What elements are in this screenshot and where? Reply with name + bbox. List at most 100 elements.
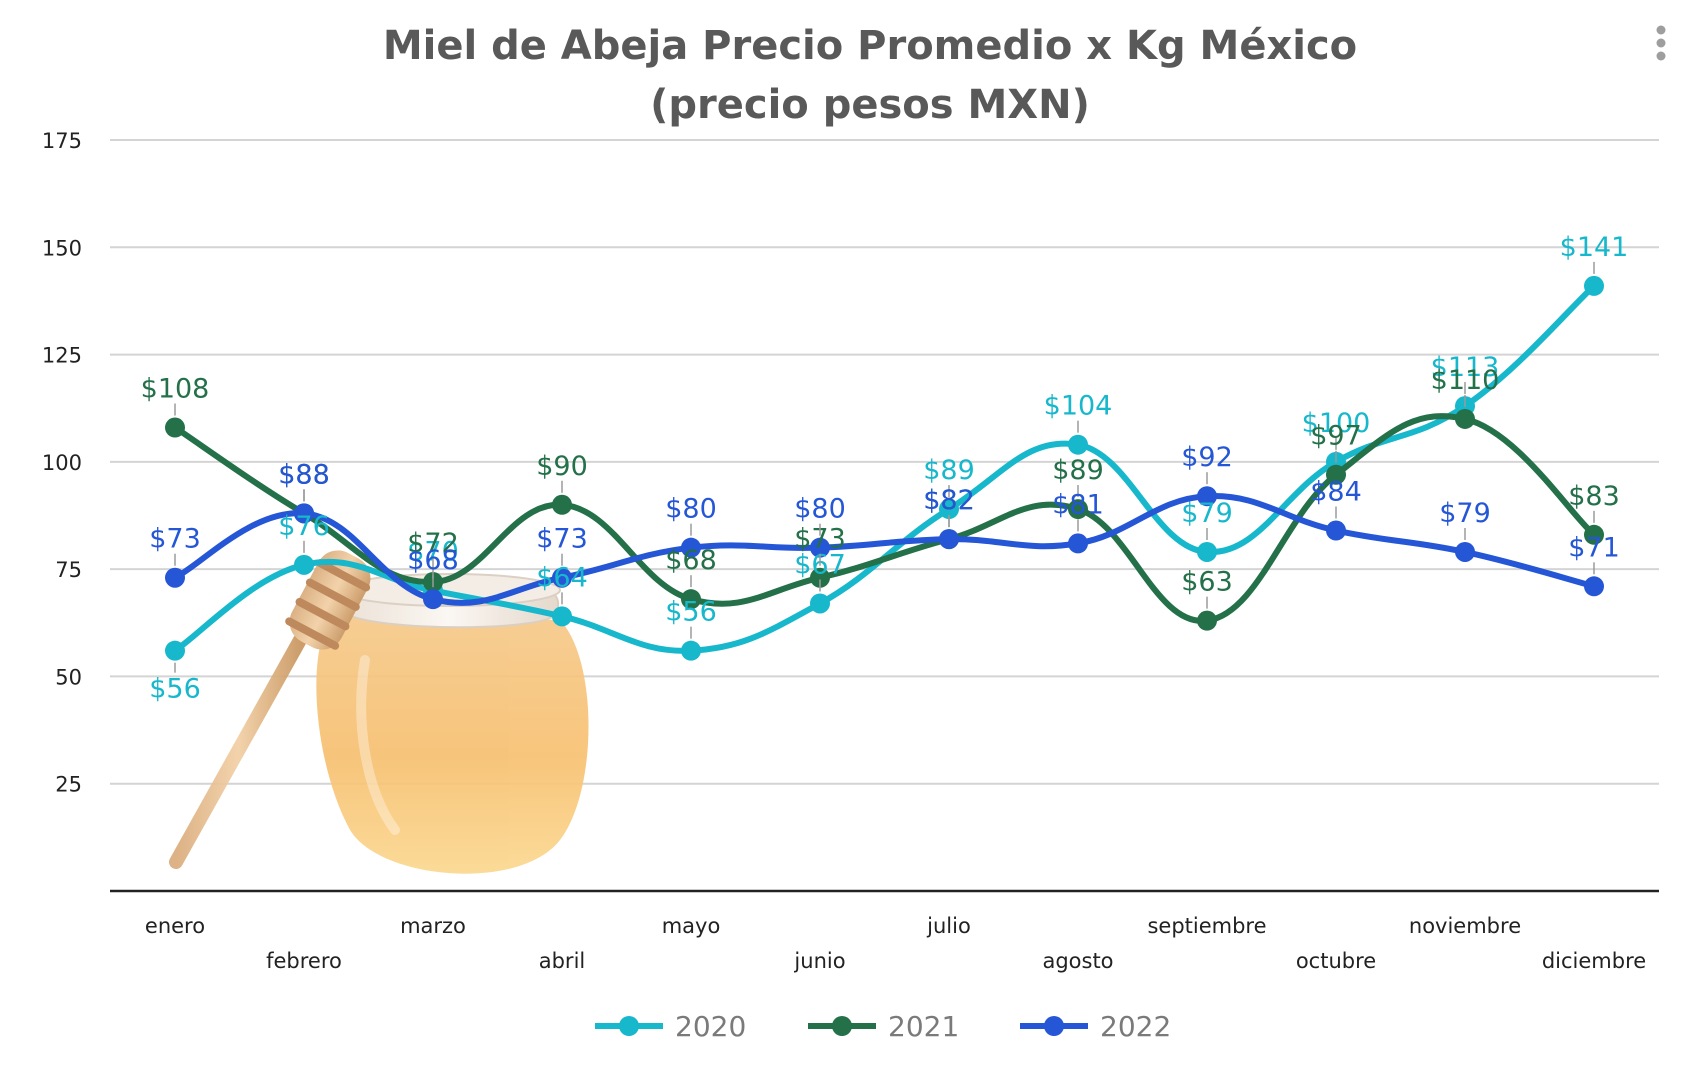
x-tick-label: agosto bbox=[1042, 949, 1113, 973]
chart-title: Miel de Abeja Precio Promedio x Kg Méxic… bbox=[383, 23, 1357, 69]
kebab-menu-icon[interactable] bbox=[1646, 20, 1676, 66]
data-point[interactable] bbox=[810, 537, 830, 558]
data-point[interactable] bbox=[1197, 486, 1217, 507]
data-point[interactable] bbox=[681, 640, 701, 661]
data-point[interactable] bbox=[1068, 499, 1088, 520]
legend-item-2021[interactable]: 2021 bbox=[808, 1010, 959, 1043]
data-label: $90 bbox=[536, 451, 588, 482]
y-tick-label: 100 bbox=[42, 451, 82, 475]
x-tick-label: abril bbox=[539, 949, 586, 973]
data-label: $88 bbox=[278, 459, 330, 490]
x-tick-label: enero bbox=[145, 914, 205, 938]
data-point[interactable] bbox=[1584, 576, 1604, 597]
data-point[interactable] bbox=[1455, 408, 1475, 429]
data-label: $56 bbox=[149, 674, 201, 705]
data-label: $80 bbox=[665, 494, 717, 525]
data-point[interactable] bbox=[1584, 524, 1604, 545]
x-tick-label: julio bbox=[926, 914, 971, 938]
data-label: $82 bbox=[923, 485, 975, 516]
data-label: $88 bbox=[278, 459, 330, 490]
data-label: $84 bbox=[1310, 477, 1362, 508]
data-point[interactable] bbox=[165, 417, 185, 438]
data-label: $108 bbox=[141, 374, 210, 405]
legend-swatch-dot bbox=[832, 1016, 852, 1036]
data-label: $68 bbox=[407, 545, 459, 576]
data-label: $79 bbox=[1439, 498, 1491, 529]
data-label: $73 bbox=[149, 524, 201, 555]
data-label: $110 bbox=[1431, 365, 1500, 396]
y-tick-label: 50 bbox=[55, 665, 82, 689]
data-label: $71 bbox=[1568, 532, 1620, 563]
data-point[interactable] bbox=[1068, 533, 1088, 554]
y-tick-label: 25 bbox=[55, 773, 82, 797]
legend-label: 2020 bbox=[675, 1010, 746, 1043]
gridlines: 25 50 75 100 125 150 175 bbox=[42, 129, 1659, 797]
data-point[interactable] bbox=[1068, 434, 1088, 455]
data-point[interactable] bbox=[1197, 541, 1217, 562]
data-point[interactable] bbox=[294, 554, 314, 575]
x-tick-label: noviembre bbox=[1409, 914, 1521, 938]
data-point[interactable] bbox=[165, 567, 185, 588]
data-point[interactable] bbox=[552, 494, 572, 515]
legend-label: 2022 bbox=[1100, 1010, 1171, 1043]
x-tick-label: febrero bbox=[266, 949, 342, 973]
data-label: $76 bbox=[278, 511, 330, 542]
chart-subtitle: (precio pesos MXN) bbox=[650, 82, 1090, 128]
x-tick-label: octubre bbox=[1296, 949, 1376, 973]
data-point[interactable] bbox=[165, 640, 185, 661]
data-label: $92 bbox=[1181, 442, 1233, 473]
data-point[interactable] bbox=[939, 499, 959, 520]
data-point[interactable] bbox=[294, 503, 314, 524]
x-tick-label: marzo bbox=[400, 914, 466, 938]
data-label: $68 bbox=[665, 545, 717, 576]
data-label: $56 bbox=[665, 597, 717, 628]
data-point[interactable] bbox=[1455, 541, 1475, 562]
data-label: $81 bbox=[1052, 489, 1104, 520]
legend-item-2020[interactable]: 2020 bbox=[595, 1010, 746, 1043]
honey-jar-illustration bbox=[169, 550, 589, 874]
y-tick-label: 150 bbox=[42, 236, 82, 260]
data-point[interactable] bbox=[681, 537, 701, 558]
x-tick-label: junio bbox=[793, 949, 845, 973]
data-point[interactable] bbox=[552, 606, 572, 627]
data-point[interactable] bbox=[810, 593, 830, 614]
data-point[interactable] bbox=[1326, 520, 1346, 541]
x-tick-label: mayo bbox=[662, 914, 721, 938]
legend-swatch-dot bbox=[619, 1016, 639, 1036]
data-label: $73 bbox=[536, 524, 588, 555]
legend-label: 2021 bbox=[888, 1010, 959, 1043]
y-tick-label: 125 bbox=[42, 344, 82, 368]
data-point[interactable] bbox=[552, 567, 572, 588]
data-point[interactable] bbox=[939, 529, 959, 550]
data-label: $83 bbox=[1568, 481, 1620, 512]
data-point[interactable] bbox=[1197, 610, 1217, 631]
x-axis-ticks: enero febrero marzo abril mayo junio julio agos… bbox=[145, 914, 1646, 973]
data-label: $141 bbox=[1560, 232, 1629, 263]
y-tick-label: 175 bbox=[42, 129, 82, 153]
data-label: $97 bbox=[1310, 421, 1362, 452]
data-label: $100 bbox=[1302, 408, 1371, 439]
data-label: $104 bbox=[1044, 391, 1113, 422]
x-tick-label: septiembre bbox=[1147, 914, 1266, 938]
legend-swatch-dot bbox=[1044, 1016, 1064, 1036]
data-label: $72 bbox=[407, 528, 459, 559]
data-point[interactable] bbox=[423, 589, 443, 610]
data-point[interactable] bbox=[1584, 275, 1604, 296]
y-tick-label: 75 bbox=[55, 558, 82, 582]
data-point[interactable] bbox=[810, 567, 830, 588]
data-label: $80 bbox=[794, 494, 846, 525]
legend-item-2022[interactable]: 2022 bbox=[1020, 1010, 1171, 1043]
data-label: $79 bbox=[1181, 498, 1233, 529]
data-point[interactable] bbox=[681, 589, 701, 610]
data-point[interactable] bbox=[1326, 464, 1346, 485]
data-label: $89 bbox=[1052, 455, 1104, 486]
data-label: $63 bbox=[1181, 567, 1233, 598]
x-tick-label: diciembre bbox=[1542, 949, 1646, 973]
data-label: $113 bbox=[1431, 352, 1500, 383]
series-2022 bbox=[165, 486, 1604, 610]
data-label: $89 bbox=[923, 455, 975, 486]
data-label: $82 bbox=[923, 485, 975, 516]
data-labels: $56$76$70$64$56$67$89$104$79$100$113$141… bbox=[141, 232, 1629, 705]
legend: 2020 2021 2022 bbox=[595, 1010, 1171, 1043]
